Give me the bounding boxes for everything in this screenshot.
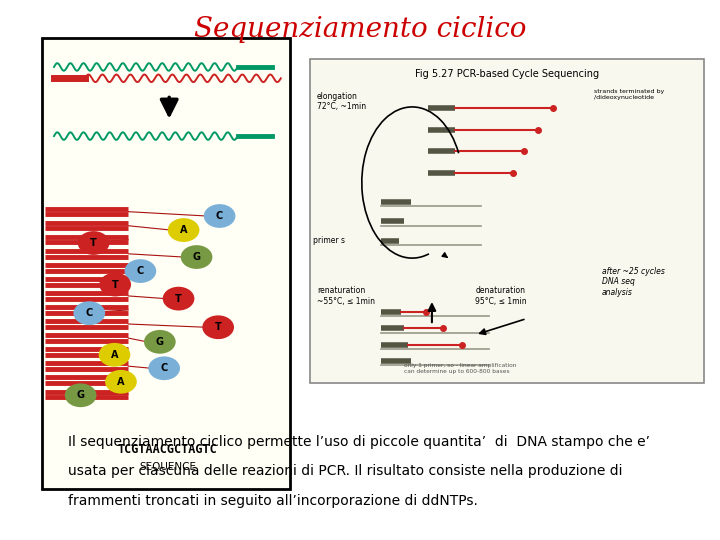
Circle shape [105, 370, 137, 394]
Text: TCGTAACGCTAGTC: TCGTAACGCTAGTC [118, 443, 217, 456]
Text: strands terminated by
/dideoxynucleotide: strands terminated by /dideoxynucleotide [594, 89, 664, 100]
Text: A: A [111, 350, 118, 360]
Circle shape [163, 287, 194, 310]
Text: renaturation
~55°C, ≤ 1min: renaturation ~55°C, ≤ 1min [317, 286, 375, 306]
Circle shape [99, 273, 131, 296]
Circle shape [125, 259, 156, 283]
Text: SEQUENCE: SEQUENCE [139, 462, 197, 472]
Text: Fig 5.27 PCR-based Cycle Sequencing: Fig 5.27 PCR-based Cycle Sequencing [415, 69, 599, 79]
Circle shape [148, 356, 180, 380]
Text: after ~25 cycles
DNA seq
analysis: after ~25 cycles DNA seq analysis [602, 267, 665, 296]
Text: only 1 primer, so - linear amplification
can determine up to 600-800 bases: only 1 primer, so - linear amplification… [405, 363, 517, 374]
Text: A: A [180, 225, 187, 235]
Text: Sequenziamento ciclico: Sequenziamento ciclico [194, 16, 526, 43]
Circle shape [99, 343, 130, 367]
Circle shape [73, 301, 105, 325]
Text: T: T [90, 238, 97, 248]
Text: G: G [76, 390, 85, 400]
Circle shape [65, 383, 96, 407]
Text: G: G [192, 252, 201, 262]
Circle shape [168, 218, 199, 242]
Text: Il sequenziamento ciclico permette l’uso di piccole quantita’  di  DNA stampo ch: Il sequenziamento ciclico permette l’uso… [68, 435, 650, 449]
Text: elongation
72°C, ~1min: elongation 72°C, ~1min [317, 92, 366, 111]
Text: G: G [156, 337, 164, 347]
Text: T: T [175, 294, 182, 303]
Text: C: C [137, 266, 144, 276]
Text: denaturation
95°C, ≤ 1min: denaturation 95°C, ≤ 1min [475, 286, 527, 306]
Circle shape [181, 245, 212, 269]
Text: frammenti troncati in seguito all’incorporazione di ddNTPs.: frammenti troncati in seguito all’incorp… [68, 494, 478, 508]
Bar [310, 59, 704, 383]
Text: C: C [161, 363, 168, 373]
Text: C: C [216, 211, 223, 221]
Circle shape [204, 204, 235, 228]
Text: T: T [215, 322, 222, 332]
Circle shape [202, 315, 234, 339]
Bar [42, 38, 290, 489]
Text: A: A [117, 377, 125, 387]
Text: primer s: primer s [313, 237, 345, 245]
Text: usata per ciascuna delle reazioni di PCR. Il risultato consiste nella produzione: usata per ciascuna delle reazioni di PCR… [68, 464, 623, 478]
Circle shape [144, 330, 176, 354]
Text: T: T [112, 280, 119, 289]
Circle shape [78, 231, 109, 255]
Text: C: C [86, 308, 93, 318]
